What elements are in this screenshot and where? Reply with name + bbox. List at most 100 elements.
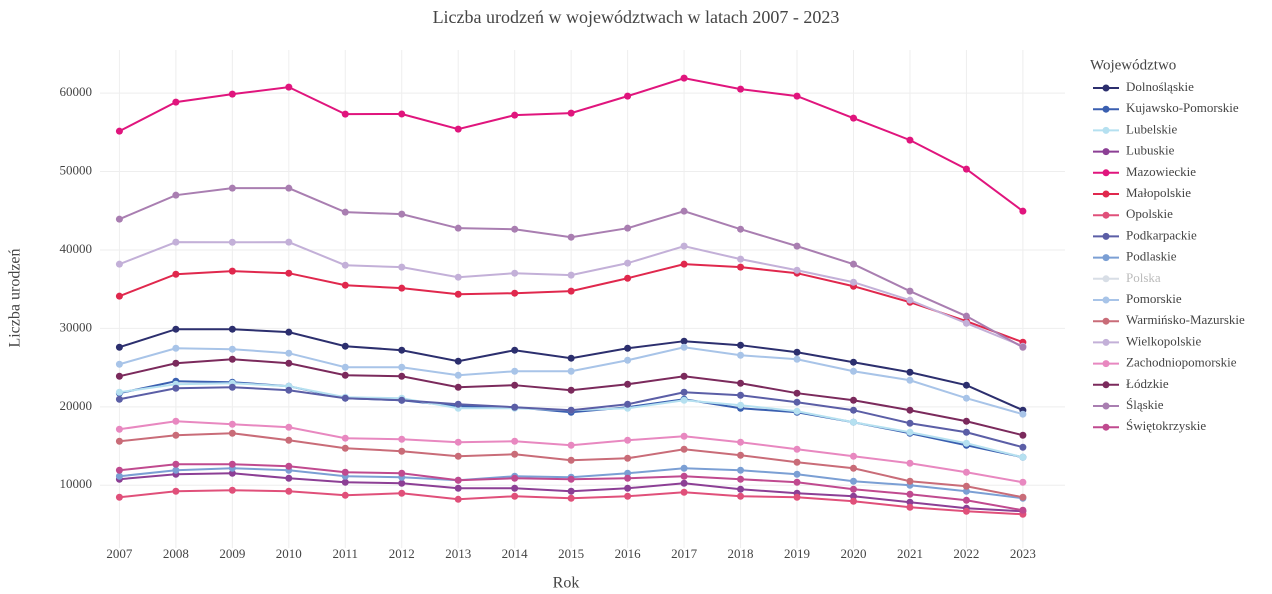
legend-label[interactable]: Świętokrzyskie xyxy=(1126,418,1206,433)
legend-label[interactable]: Podlaskie xyxy=(1126,249,1177,264)
data-point xyxy=(172,431,180,439)
legend-label[interactable]: Śląskie xyxy=(1126,397,1164,412)
legend-label[interactable]: Wielkopolskie xyxy=(1126,333,1202,348)
data-point xyxy=(285,487,293,495)
data-point xyxy=(454,452,462,460)
legend-label[interactable]: Lubelskie xyxy=(1126,121,1177,136)
data-point xyxy=(624,436,632,444)
data-point xyxy=(341,434,349,442)
data-point xyxy=(737,492,745,500)
data-point xyxy=(172,98,180,106)
data-point xyxy=(680,372,688,380)
legend-label[interactable]: Dolnośląskie xyxy=(1126,79,1194,94)
data-point xyxy=(624,454,632,462)
data-point xyxy=(285,269,293,277)
data-point xyxy=(511,450,519,458)
data-point xyxy=(737,401,745,409)
data-point xyxy=(793,242,801,250)
data-point xyxy=(285,83,293,91)
data-point xyxy=(172,191,180,199)
data-point xyxy=(962,496,970,504)
data-point xyxy=(962,439,970,447)
legend-label[interactable]: Zachodniopomorskie xyxy=(1126,355,1237,370)
x-tick-label: 2012 xyxy=(389,546,415,561)
data-point xyxy=(737,451,745,459)
legend-marker xyxy=(1102,275,1110,283)
legend-label[interactable]: Warmińsko-Mazurskie xyxy=(1126,312,1245,327)
y-tick-label: 60000 xyxy=(60,84,93,99)
data-point xyxy=(624,259,632,267)
data-point xyxy=(962,165,970,173)
x-tick-label: 2023 xyxy=(1010,546,1036,561)
data-point xyxy=(1019,443,1027,451)
legend-label[interactable]: Mazowieckie xyxy=(1126,164,1196,179)
y-tick-label: 20000 xyxy=(60,398,93,413)
data-point xyxy=(624,474,632,482)
x-tick-label: 2022 xyxy=(953,546,979,561)
data-point xyxy=(511,474,519,482)
data-point xyxy=(737,263,745,271)
data-point xyxy=(172,417,180,425)
data-point xyxy=(680,432,688,440)
legend-label[interactable]: Małopolskie xyxy=(1126,185,1191,200)
legend-label[interactable]: Polska xyxy=(1126,270,1161,285)
data-point xyxy=(962,319,970,327)
legend-marker xyxy=(1102,360,1110,368)
data-point xyxy=(567,494,575,502)
data-point xyxy=(454,495,462,503)
data-point xyxy=(793,389,801,397)
data-point xyxy=(398,396,406,404)
data-point xyxy=(172,344,180,352)
x-axis-label: Rok xyxy=(553,575,580,592)
data-point xyxy=(511,367,519,375)
data-point xyxy=(680,472,688,480)
data-point xyxy=(906,490,914,498)
data-point xyxy=(849,396,857,404)
data-point xyxy=(398,447,406,455)
data-point xyxy=(511,289,519,297)
data-point xyxy=(285,386,293,394)
data-point xyxy=(624,484,632,492)
data-point xyxy=(398,435,406,443)
data-point xyxy=(624,400,632,408)
data-point xyxy=(285,436,293,444)
data-point xyxy=(115,493,123,501)
data-point xyxy=(906,498,914,506)
data-point xyxy=(567,109,575,117)
data-point xyxy=(737,485,745,493)
data-point xyxy=(793,470,801,478)
data-point xyxy=(567,487,575,495)
data-point xyxy=(737,391,745,399)
legend-marker xyxy=(1102,254,1110,262)
legend-label[interactable]: Lubuskie xyxy=(1126,143,1175,158)
data-point xyxy=(398,210,406,218)
legend-label[interactable]: Podkarpackie xyxy=(1126,227,1197,242)
data-point xyxy=(962,487,970,495)
legend-marker xyxy=(1102,169,1110,177)
data-point xyxy=(398,469,406,477)
data-point xyxy=(285,462,293,470)
x-tick-label: 2016 xyxy=(615,546,642,561)
data-point xyxy=(115,425,123,433)
data-point xyxy=(567,441,575,449)
data-point xyxy=(737,85,745,93)
legend-label[interactable]: Opolskie xyxy=(1126,206,1173,221)
data-point xyxy=(341,371,349,379)
legend-label[interactable]: Kujawsko-Pomorskie xyxy=(1126,100,1239,115)
data-point xyxy=(567,271,575,279)
data-point xyxy=(849,358,857,366)
data-point xyxy=(962,507,970,515)
legend-label[interactable]: Pomorskie xyxy=(1126,291,1182,306)
data-point xyxy=(454,125,462,133)
data-point xyxy=(906,459,914,467)
data-point xyxy=(172,460,180,468)
legend-label[interactable]: Łódzkie xyxy=(1126,376,1169,391)
data-point xyxy=(172,325,180,333)
legend-marker xyxy=(1102,402,1110,410)
data-point xyxy=(567,233,575,241)
data-point xyxy=(680,396,688,404)
data-point xyxy=(172,384,180,392)
data-point xyxy=(511,492,519,500)
data-point xyxy=(962,468,970,476)
